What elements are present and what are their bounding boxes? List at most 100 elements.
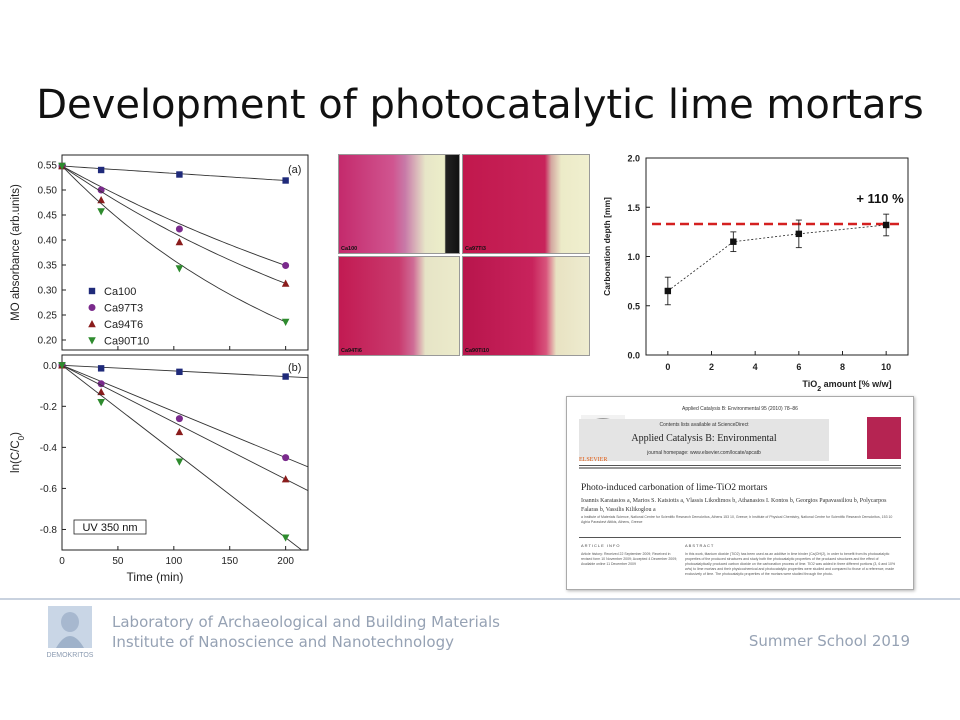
event-name: Summer School 2019 [748, 632, 910, 650]
mortar-photo-grid: Ca100 Ca97Ti3 Ca94Ti6 Ca90Ti10 [338, 154, 590, 356]
y-tick-label: 1.0 [627, 252, 640, 262]
data-point [281, 279, 290, 287]
legend-entry: Ca94T6 [104, 319, 143, 331]
annotation-box [73, 519, 147, 535]
journal-name: Applied Catalysis B: Environmental [631, 433, 777, 444]
data-point [882, 221, 890, 229]
data-point [88, 287, 96, 295]
y-tick-label: 2.0 [627, 154, 640, 164]
y-tick-label: 0.55 [38, 161, 58, 172]
divider [579, 465, 901, 466]
y-tick-label: -0.2 [40, 402, 58, 413]
x-tick-label: 150 [221, 556, 238, 567]
fit-line [62, 364, 308, 468]
journal-reference: Applied Catalysis B: Environmental 95 (2… [682, 406, 798, 412]
y-tick-label: 0.5 [627, 301, 640, 311]
lab-name: Laboratory of Archaeological and Buildin… [112, 613, 500, 631]
annotation-text: + 110 % [856, 191, 904, 206]
logo-caption: DEMOKRITOS [47, 652, 94, 659]
data-point [282, 177, 289, 184]
data-point [97, 387, 105, 396]
data-point [88, 337, 96, 345]
legend-entry: Ca100 [104, 286, 136, 298]
y-tick-label: 0.25 [38, 311, 58, 322]
photo-label: Ca94Ti6 [341, 348, 362, 354]
slide-title: Development of photocatalytic lime morta… [36, 82, 924, 128]
data-point [664, 287, 672, 295]
data-point [97, 399, 105, 407]
x-tick-label: 10 [881, 362, 891, 372]
data-point [730, 238, 737, 245]
fit-curve [61, 165, 286, 181]
paper-affiliations: a Institute of Materials Science, Nation… [581, 515, 893, 524]
x-axis-label: TiO2 amount [% w/w] [802, 379, 891, 393]
journal-banner: Contents lists available at ScienceDirec… [579, 419, 829, 461]
x-tick-label: 0 [59, 556, 65, 567]
photo-label: Ca90Ti10 [465, 348, 490, 354]
y-axis-label-sub: 0 [17, 435, 26, 440]
footer-lab-info: Laboratory of Archaeological and Buildin… [112, 612, 500, 652]
panel-label: (b) [288, 362, 301, 374]
data-point [58, 362, 66, 370]
institute-name: Institute of Nanoscience and Nanotechnol… [112, 633, 454, 651]
data-point [97, 380, 105, 388]
journal-cover [867, 417, 901, 459]
plot-frame [645, 157, 909, 356]
y-tick-label: 0.30 [38, 286, 58, 297]
y-tick-label: 0.40 [38, 236, 58, 247]
data-point [175, 458, 184, 466]
data-point [175, 225, 183, 233]
x-axis-label-main: TiO [802, 379, 817, 389]
article-info-heading: ARTICLE INFO [581, 543, 621, 548]
data-point [282, 454, 290, 462]
data-point [175, 427, 184, 436]
paper-authors: Ioannis Karatasios a, Marios S. Katsioti… [581, 498, 887, 513]
y-axis-label-end: ) [10, 432, 22, 436]
data-point [282, 262, 290, 269]
data-point [281, 534, 290, 542]
data-point [282, 373, 289, 380]
data-point [97, 208, 105, 216]
fit-line [62, 364, 303, 550]
fit-curve [61, 165, 286, 266]
x-axis-label-end: amount [% w/w] [821, 379, 892, 389]
x-tick-label: 100 [165, 556, 182, 567]
divider [579, 467, 901, 469]
panel-label: (a) [288, 164, 301, 176]
data-point [281, 318, 290, 326]
y-axis-label: Carbonation depth [mm] [602, 197, 612, 296]
fit-line [62, 364, 308, 491]
data-point [88, 320, 96, 328]
x-tick-label: 0 [665, 362, 670, 372]
y-tick-label: -0.4 [40, 443, 58, 454]
y-tick-label: 0.45 [38, 211, 58, 222]
x-tick-label: 50 [112, 556, 124, 567]
photo-label: Ca100 [341, 246, 358, 252]
x-tick-label: 200 [277, 556, 294, 567]
plot-frame [61, 354, 309, 551]
mortar-photo-ca100: Ca100 [338, 154, 460, 254]
y-axis-label: MO absorbance (arb.units) [10, 184, 22, 321]
data-point [176, 171, 183, 178]
absorbance-chart: 0.55 0.50 0.45 0.40 0.35 0.30 0.25 0.20 (a) Ca100… [10, 154, 309, 351]
contents-line: Contents lists available at ScienceDirec… [659, 422, 749, 428]
x-axis-label: Time (min) [127, 570, 184, 584]
photo-label: Ca97Ti3 [465, 246, 486, 252]
y-tick-label: 0.50 [38, 186, 58, 197]
data-point [175, 238, 184, 246]
paper-title: Photo-induced carbonation of lime-TiO2 m… [581, 483, 768, 493]
x-tick-label: 2 [709, 362, 714, 372]
y-tick-label: 1.5 [627, 203, 640, 213]
abstract-text: In this work, titanium dioxide (TiO2) ha… [685, 552, 896, 576]
y-tick-label: 0.0 [627, 351, 640, 361]
data-point [97, 166, 105, 174]
x-axis-label-sub: 2 [817, 386, 821, 393]
legend-entry: Ca97T3 [104, 303, 143, 315]
annotation-text: UV 350 nm [82, 522, 137, 534]
divider [579, 537, 901, 538]
y-tick-label: 0.20 [38, 336, 58, 347]
data-point [281, 475, 290, 483]
abstract-heading: ABSTRACT [685, 543, 715, 548]
paper-excerpt: Applied Catalysis B: Environmental 95 (2… [566, 396, 914, 590]
demokritos-logo: DEMOKRITOS [47, 606, 94, 659]
